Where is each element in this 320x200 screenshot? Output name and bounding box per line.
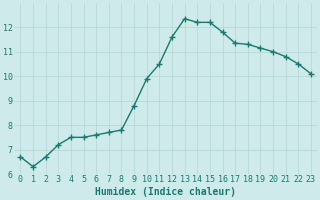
X-axis label: Humidex (Indice chaleur): Humidex (Indice chaleur) (95, 187, 236, 197)
